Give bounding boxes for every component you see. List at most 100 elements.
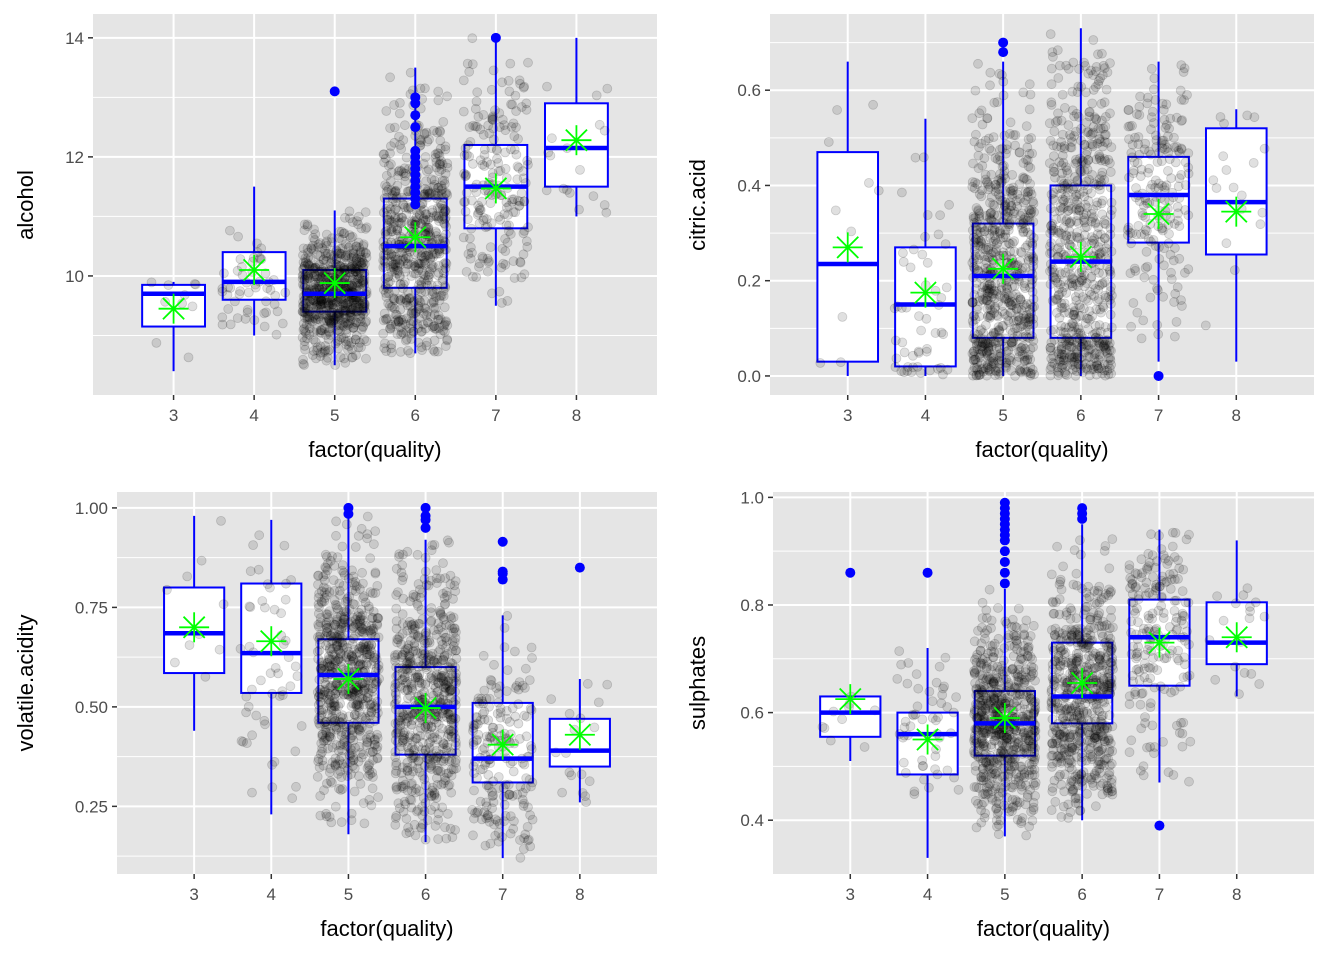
- jitter-point: [416, 605, 427, 615]
- jitter-point: [336, 332, 347, 343]
- x-tick-label: 7: [1154, 406, 1163, 425]
- jitter-point: [272, 306, 283, 317]
- jitter-point: [397, 560, 408, 571]
- jitter-point: [187, 301, 198, 312]
- jitter-point: [564, 187, 575, 198]
- jitter-point: [322, 352, 333, 363]
- jitter-point: [482, 221, 493, 232]
- jitter-point: [1106, 281, 1116, 292]
- jitter-point: [303, 258, 313, 269]
- jitter-point: [1248, 157, 1259, 168]
- jitter-point: [433, 749, 444, 759]
- jitter-point: [478, 110, 489, 120]
- jitter-point: [354, 242, 365, 253]
- jitter-point: [830, 205, 841, 216]
- jitter-point: [190, 279, 201, 290]
- jitter-point: [438, 117, 449, 127]
- jitter-point: [302, 219, 313, 230]
- jitter-point: [1052, 244, 1063, 254]
- jitter-point: [1096, 98, 1107, 109]
- jitter-point: [429, 288, 440, 299]
- jitter-point: [314, 588, 325, 599]
- jitter-point: [433, 719, 444, 730]
- jitter-point: [1097, 301, 1108, 311]
- jitter-point: [330, 599, 341, 610]
- jitter-point: [280, 594, 291, 605]
- jitter-point: [1027, 148, 1037, 159]
- jitter-point: [1062, 214, 1072, 225]
- jitter-point: [976, 105, 987, 116]
- jitter-point: [306, 243, 317, 254]
- jitter-point: [1219, 118, 1229, 129]
- jitter-point: [489, 659, 499, 670]
- jitter-point: [1093, 49, 1103, 60]
- jitter-point: [1048, 357, 1058, 368]
- jitter-point: [446, 755, 457, 765]
- jitter-point: [301, 327, 311, 338]
- jitter-point: [837, 311, 848, 322]
- x-tick-label: 4: [249, 406, 258, 425]
- jitter-point: [217, 312, 228, 323]
- jitter-point: [334, 307, 345, 317]
- jitter-point: [1056, 320, 1067, 331]
- jitter-point: [260, 268, 271, 279]
- jitter-point: [1023, 366, 1033, 377]
- y-tick-label: 10: [65, 267, 84, 286]
- jitter-point: [357, 610, 368, 621]
- jitter-point: [249, 315, 260, 326]
- jitter-point: [990, 153, 1001, 163]
- jitter-point: [300, 344, 311, 355]
- jitter-point: [300, 256, 311, 267]
- jitter-point: [402, 625, 413, 636]
- jitter-point: [451, 653, 462, 664]
- jitter-point: [992, 97, 1003, 107]
- jitter-point: [413, 259, 424, 270]
- jitter-point: [385, 72, 396, 83]
- jitter-point: [339, 265, 350, 276]
- jitter-point: [321, 229, 332, 240]
- jitter-point: [1028, 294, 1039, 305]
- jitter-point: [973, 150, 984, 161]
- jitter-point: [1050, 172, 1060, 183]
- jitter-point: [214, 644, 225, 655]
- jitter-point: [298, 358, 309, 369]
- jitter-point: [1083, 351, 1093, 362]
- jitter-point: [414, 313, 425, 324]
- jitter-point: [473, 261, 484, 272]
- jitter-point: [303, 252, 314, 263]
- jitter-point: [1023, 134, 1034, 145]
- jitter-point: [329, 715, 340, 726]
- jitter-point: [422, 317, 433, 327]
- jitter-point: [358, 257, 369, 268]
- jitter-point: [247, 787, 257, 798]
- jitter-point: [355, 247, 366, 258]
- jitter-point: [1255, 219, 1266, 230]
- jitter-point: [356, 260, 367, 271]
- jitter-point: [414, 584, 425, 595]
- jitter-point: [989, 200, 1000, 211]
- jitter-point: [518, 801, 529, 811]
- jitter-point: [899, 347, 910, 358]
- jitter-point: [248, 540, 259, 550]
- jitter-point: [269, 756, 280, 767]
- jitter-point: [486, 680, 497, 690]
- jitter-point: [1002, 257, 1013, 268]
- jitter-point: [1098, 60, 1109, 71]
- jitter-point: [1019, 351, 1030, 362]
- jitter-point: [1105, 167, 1116, 177]
- jitter-point: [1024, 79, 1035, 90]
- jitter-point: [320, 569, 331, 580]
- jitter-point: [478, 129, 489, 140]
- jitter-point: [386, 343, 397, 354]
- x-tick-label: 5: [330, 406, 339, 425]
- jitter-point: [328, 705, 339, 716]
- jitter-point: [1016, 219, 1026, 230]
- jitter-point: [1146, 63, 1157, 74]
- jitter-point: [394, 632, 405, 643]
- jitter-point: [411, 669, 422, 680]
- jitter-point: [471, 272, 482, 283]
- jitter-point: [1221, 165, 1232, 175]
- jitter-point: [345, 249, 356, 259]
- jitter-point: [975, 325, 986, 336]
- jitter-point: [1059, 302, 1070, 313]
